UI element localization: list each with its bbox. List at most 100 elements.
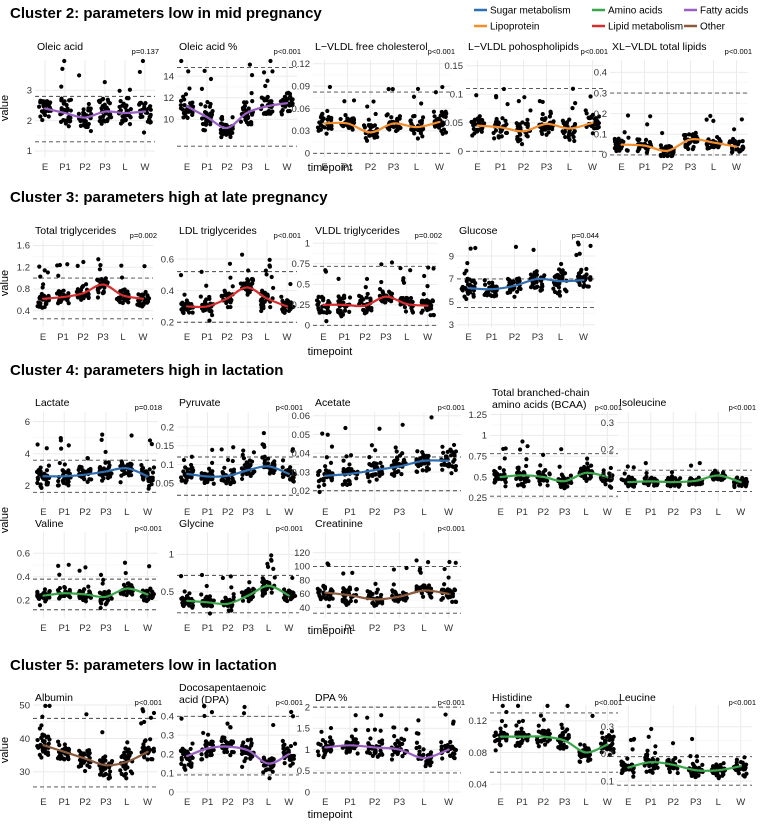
data-point bbox=[148, 120, 153, 125]
points bbox=[35, 257, 152, 310]
data-point bbox=[220, 735, 225, 740]
data-point bbox=[66, 757, 71, 762]
data-point bbox=[86, 468, 91, 473]
data-point bbox=[228, 304, 233, 310]
data-point bbox=[556, 745, 561, 750]
data-point bbox=[326, 298, 331, 304]
data-point bbox=[280, 738, 285, 744]
data-point bbox=[365, 715, 370, 720]
data-point bbox=[148, 107, 153, 112]
data-point bbox=[576, 242, 581, 247]
y-tick-label: 60 bbox=[299, 589, 310, 600]
grid bbox=[466, 60, 604, 157]
data-point bbox=[178, 272, 184, 278]
x-tick-label: P3 bbox=[241, 332, 253, 343]
grid bbox=[33, 240, 153, 327]
data-point bbox=[442, 566, 447, 572]
data-point bbox=[440, 444, 445, 449]
data-point bbox=[109, 596, 114, 601]
data-point bbox=[440, 756, 445, 761]
data-point bbox=[288, 300, 294, 305]
data-point bbox=[534, 269, 539, 274]
y-tick-label: 120 bbox=[294, 548, 310, 559]
x-tick-label: L bbox=[583, 507, 588, 518]
data-point bbox=[630, 747, 635, 752]
data-point bbox=[46, 102, 52, 107]
data-point bbox=[260, 576, 265, 581]
x-axis-label: timepoint bbox=[308, 346, 353, 358]
data-point bbox=[222, 465, 227, 470]
data-point bbox=[440, 84, 445, 90]
trend-line bbox=[620, 138, 738, 153]
data-point bbox=[619, 759, 624, 764]
points bbox=[178, 58, 295, 140]
grid bbox=[33, 412, 158, 502]
data-point bbox=[631, 465, 636, 470]
data-point bbox=[125, 749, 130, 754]
x-tick-label: P3 bbox=[559, 507, 571, 518]
data-point bbox=[231, 480, 237, 485]
data-point bbox=[321, 590, 326, 595]
data-point bbox=[97, 465, 103, 470]
x-tick-label: W bbox=[141, 162, 150, 173]
data-point bbox=[473, 245, 478, 251]
data-point bbox=[231, 445, 236, 450]
data-point bbox=[291, 304, 296, 310]
p-value: p<0.001 bbox=[135, 698, 162, 707]
data-point bbox=[142, 739, 147, 744]
data-point bbox=[391, 567, 396, 572]
x-axis-label: timepoint bbox=[308, 809, 353, 821]
data-point bbox=[476, 118, 481, 123]
y-tick-label: 0.05 bbox=[292, 430, 311, 441]
data-point bbox=[44, 735, 49, 740]
data-point bbox=[559, 472, 564, 477]
data-point bbox=[342, 308, 348, 313]
x-tick-label: P2 bbox=[222, 797, 234, 808]
data-point bbox=[42, 268, 47, 273]
data-point bbox=[179, 478, 184, 483]
data-point bbox=[58, 438, 64, 443]
data-point bbox=[259, 297, 264, 302]
data-point bbox=[637, 137, 642, 142]
data-point bbox=[83, 282, 89, 287]
y-tick-label: 7 bbox=[449, 274, 454, 285]
data-point bbox=[41, 109, 46, 114]
y-axis-label: value bbox=[0, 270, 11, 296]
data-point bbox=[120, 300, 125, 306]
data-point bbox=[532, 285, 537, 290]
y-tick-label: 0.03 bbox=[292, 126, 311, 137]
data-point bbox=[268, 467, 273, 472]
data-point bbox=[101, 755, 106, 761]
data-point bbox=[490, 280, 495, 285]
data-point bbox=[482, 278, 487, 283]
data-point bbox=[588, 277, 593, 282]
data-point bbox=[122, 750, 127, 755]
data-point bbox=[316, 484, 321, 489]
trend-line bbox=[499, 471, 609, 483]
data-point bbox=[288, 101, 293, 107]
data-point bbox=[402, 305, 408, 310]
data-point bbox=[364, 276, 370, 282]
data-point bbox=[380, 752, 385, 757]
x-tick-label: P2 bbox=[509, 332, 521, 343]
data-point bbox=[107, 765, 112, 770]
data-point bbox=[282, 761, 287, 766]
data-point bbox=[645, 752, 650, 757]
data-point bbox=[57, 586, 63, 591]
y-tick-label: 80 bbox=[299, 575, 310, 586]
data-point bbox=[415, 449, 420, 454]
data-point bbox=[99, 591, 104, 596]
data-point bbox=[420, 308, 425, 313]
data-point bbox=[100, 730, 105, 735]
data-point bbox=[261, 430, 266, 436]
points bbox=[178, 430, 297, 487]
panel: L−VLDL pohospholipids p<0.00100.050.10.15… bbox=[445, 41, 609, 173]
data-point bbox=[190, 605, 195, 610]
legend-label: Amino acids bbox=[608, 6, 662, 17]
data-point bbox=[243, 116, 249, 121]
data-point bbox=[207, 296, 212, 302]
data-point bbox=[592, 126, 597, 131]
data-point bbox=[228, 275, 233, 280]
data-point bbox=[342, 587, 347, 593]
data-point bbox=[439, 128, 444, 134]
